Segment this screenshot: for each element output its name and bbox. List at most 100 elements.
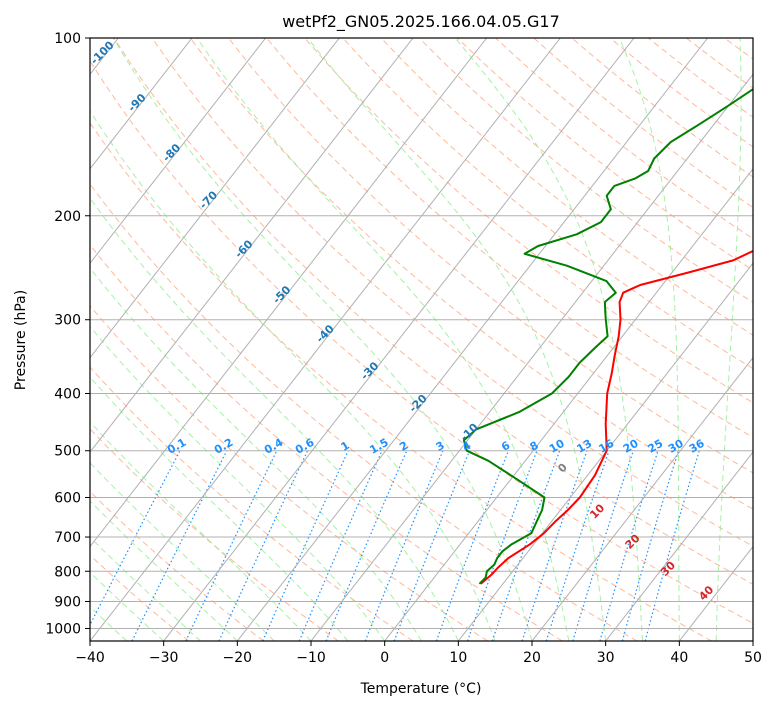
mixing-ratio-label: 36: [687, 437, 707, 456]
isotherm: [236, 38, 709, 641]
mixing-ratio-line: [545, 450, 610, 641]
isotherm: [384, 167, 753, 641]
mixing-ratio-label: 6: [499, 439, 512, 454]
moist-adiabat-label: 0: [555, 460, 570, 475]
moist-adiabat: [90, 421, 312, 641]
isotherm-label: -20: [407, 392, 430, 415]
dry-adiabat: [90, 183, 638, 641]
dry-adiabat: [418, 38, 753, 303]
moist-adiabat: [90, 500, 238, 641]
moist-adiabat: [90, 462, 275, 641]
y-tick-label: 200: [54, 209, 81, 225]
mixing-ratio-label: 0.6: [293, 436, 317, 457]
dewpoint-line: [462, 88, 753, 585]
isotherm-label: -60: [232, 237, 255, 260]
dry-adiabat: [228, 38, 753, 474]
y-tick-label: 1000: [45, 621, 81, 637]
dry-adiabat: [533, 38, 753, 209]
mixing-ratio-label: 1.5: [367, 436, 390, 457]
mixing-ratio-line: [466, 450, 538, 641]
mixing-ratio-line: [599, 450, 659, 641]
mixing-ratio-label: 25: [646, 437, 666, 456]
isotherm-label: -30: [358, 359, 381, 382]
x-tick-label: −10: [296, 650, 326, 666]
x-tick-label: 0: [380, 650, 389, 666]
isotherm-label: -10: [458, 421, 481, 444]
dry-adiabat: [90, 366, 414, 641]
dry-adiabat: [90, 122, 712, 641]
mixing-ratio-line: [435, 450, 509, 641]
isotherm: [531, 356, 753, 641]
dry-adiabat: [90, 554, 190, 641]
mixing-ratio-line: [364, 450, 444, 641]
mixing-ratio-label: 10: [547, 437, 567, 456]
mixing-ratio-line: [572, 450, 634, 641]
dry-adiabat: [304, 38, 753, 404]
mixing-ratio-line: [644, 450, 700, 641]
chart-title: wetPf2_GN05.2025.166.04.05.G17: [282, 12, 560, 32]
x-tick-label: −30: [149, 650, 179, 666]
isotherm: [90, 38, 488, 548]
dry-adiabat: [380, 38, 753, 336]
mixing-ratio-line: [218, 450, 309, 641]
moist-adiabat-label: 10: [587, 501, 607, 521]
isotherm-label: -100: [88, 38, 117, 67]
x-tick-label: −40: [75, 650, 105, 666]
mixing-ratio-label: 2: [397, 439, 410, 454]
mixing-ratio-label: 1: [339, 439, 352, 454]
dry-adiabat: [189, 38, 753, 510]
y-tick-label: 600: [54, 490, 81, 506]
mixing-ratio-line: [298, 450, 383, 641]
isotherm: [752, 640, 753, 641]
mixing-ratio-label: 8: [528, 439, 541, 454]
moist-adiabat: [90, 376, 349, 641]
dry-adiabat: [90, 490, 264, 641]
dry-adiabat: [90, 60, 753, 624]
mixing-ratio-line: [90, 450, 181, 627]
isotherm: [90, 38, 414, 453]
mixing-ratio-label: 4: [460, 439, 473, 454]
y-tick-label: 800: [54, 564, 81, 580]
isopleth-labels: -100-90-80-70-60-50-40-30-20-100.1 0.2 0.4…: [88, 38, 717, 603]
x-tick-label: 10: [449, 650, 467, 666]
mixing-ratio-line: [325, 450, 408, 641]
dry-adiabat: [647, 38, 753, 118]
y-axis: 100 200 300 400 500 600 700 800 900 1000: [45, 31, 90, 637]
isotherm: [90, 38, 561, 641]
mixing-ratio-line: [131, 450, 228, 641]
isotherm-label: -90: [125, 91, 148, 114]
moist-adiabat: [90, 109, 496, 641]
x-tick-label: 30: [597, 650, 615, 666]
y-tick-label: 300: [54, 313, 81, 329]
moist-adiabat: [715, 38, 742, 641]
dry-adiabat: [90, 244, 563, 641]
isotherm: [457, 262, 753, 641]
x-tick-label: 40: [670, 650, 688, 666]
mixing-ratio-label: 0.1: [165, 436, 188, 457]
dry-adiabat: [90, 305, 488, 641]
plot-frame: [89, 37, 754, 642]
y-tick-label: 100: [54, 31, 81, 47]
moist-adiabat: [90, 536, 201, 641]
background-lines: [90, 38, 753, 641]
moist-adiabat-label: 20: [623, 531, 643, 551]
mixing-ratio-label: 0.2: [212, 436, 235, 457]
moist-adiabat: [112, 38, 533, 641]
isotherm-label: -50: [270, 283, 293, 306]
moist-adiabat-label: 30: [658, 559, 678, 579]
x-axis: −40 −30 −20 −10 0 10 20 30 40 50: [75, 641, 762, 666]
x-tick-label: 20: [523, 650, 541, 666]
series-layer: [462, 88, 753, 585]
isotherm-label: -80: [160, 141, 183, 164]
mixing-ratio-label: 3: [434, 439, 447, 454]
isotherm: [605, 451, 753, 641]
moist-adiabat: [90, 325, 386, 641]
moist-adiabat: [196, 38, 570, 641]
mixing-ratio-label: 16: [597, 437, 617, 456]
mixing-ratio-line: [262, 450, 349, 641]
x-tick-label: 50: [744, 650, 762, 666]
moist-adiabat: [90, 571, 165, 641]
isotherm-label: -40: [314, 322, 337, 345]
y-axis-title: Pressure (hPa): [13, 290, 29, 390]
